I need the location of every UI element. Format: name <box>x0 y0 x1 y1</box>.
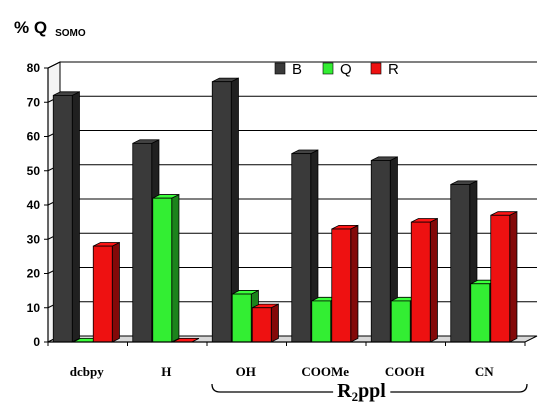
y-axis-title-sub: SOMO <box>55 28 86 39</box>
legend-label: R <box>388 61 399 78</box>
group-label-main: R <box>337 380 352 402</box>
group-label: R2ppl <box>337 380 386 404</box>
x-category-OH: OH <box>236 364 256 379</box>
bar-R-dcbpy <box>92 241 120 343</box>
legend-label: Q <box>340 61 352 78</box>
y-tick-label: 10 <box>27 301 41 315</box>
gridline-depth <box>47 61 61 69</box>
x-category-dcbpy: dcbpy <box>70 364 104 379</box>
y-tick-label: 50 <box>27 164 41 178</box>
group-label-tail: ppl <box>358 380 386 402</box>
y-tick-label: 70 <box>27 95 41 109</box>
bars <box>52 77 518 343</box>
x-category-COOH: COOH <box>385 364 425 379</box>
legend-item-Q: Q <box>322 61 352 78</box>
y-tick-label: 30 <box>27 232 41 246</box>
group-bracket: R2ppl <box>211 380 528 404</box>
bar-R-COOH <box>410 217 438 343</box>
legend-swatch <box>322 62 334 75</box>
bar-R-COOMe <box>331 224 359 343</box>
legend-swatch <box>274 62 286 75</box>
legend-swatch <box>370 62 382 75</box>
y-tick-label: 60 <box>27 130 41 144</box>
x-category-H: H <box>161 364 171 379</box>
bar-R-OH <box>251 303 279 343</box>
bar-Q-H <box>152 193 180 343</box>
x-category-labels: dcbpy H OH COOMe COOH CN <box>70 364 494 379</box>
group-label-sub: 2 <box>352 389 359 404</box>
legend-label: B <box>292 61 302 78</box>
y-tick-label: 80 <box>27 61 41 75</box>
legend-item-B: B <box>274 61 302 78</box>
y-tick-label: 0 <box>33 335 40 349</box>
bar-R-CN <box>490 211 518 343</box>
bar-B-dcbpy <box>52 91 80 343</box>
y-axis-title: % Q SOMO <box>14 18 86 39</box>
y-tick-labels: 0 10 20 30 40 50 60 70 80 <box>27 61 48 349</box>
x-category-CN: CN <box>475 364 494 379</box>
y-axis-title-main: % Q <box>14 18 47 37</box>
x-category-COOMe: COOMe <box>301 364 349 379</box>
group-label-bg <box>333 380 391 404</box>
y-tick-label: 40 <box>27 198 41 212</box>
legend-item-R: R <box>370 61 399 78</box>
y-tick-label: 20 <box>27 267 41 281</box>
